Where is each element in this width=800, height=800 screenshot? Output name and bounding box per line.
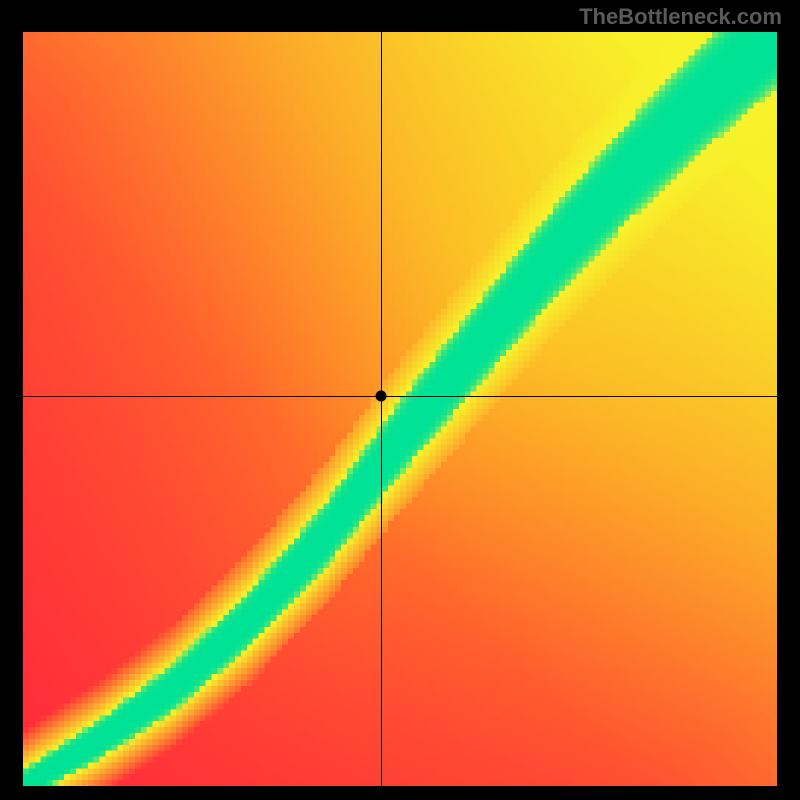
attribution-text: TheBottleneck.com (579, 4, 782, 30)
crosshair-horizontal (23, 396, 777, 397)
crosshair-vertical (381, 32, 382, 786)
marker-dot (376, 391, 387, 402)
heatmap-plot (23, 32, 777, 786)
heatmap-canvas (23, 32, 777, 786)
